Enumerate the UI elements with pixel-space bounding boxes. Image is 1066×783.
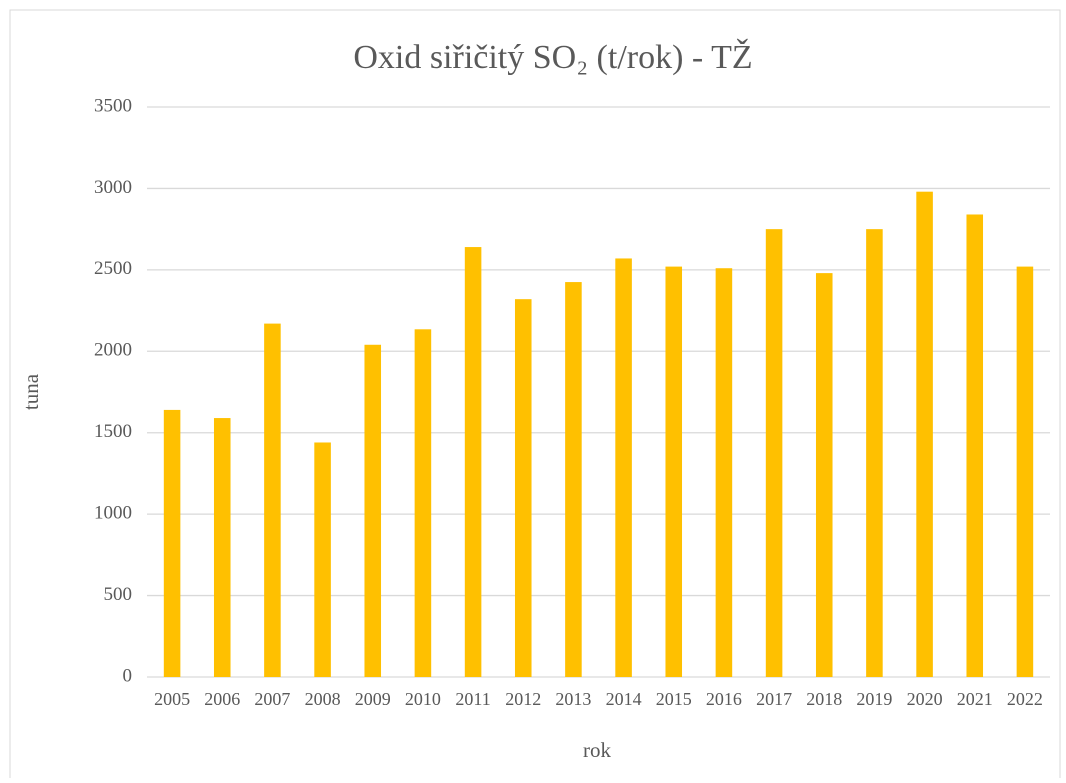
bar (414, 329, 432, 677)
x-tick-label: 2010 (405, 689, 441, 709)
x-tick-label: 2022 (1007, 689, 1043, 709)
x-tick-label: 2019 (856, 689, 892, 709)
y-tick-label: 0 (123, 665, 133, 686)
chart-title: Oxid siřičitý SO₂ (t/rok) - TŽ (353, 39, 752, 76)
x-tick-label: 2008 (305, 689, 341, 709)
bar (514, 299, 532, 677)
x-tick-label: 2007 (254, 689, 290, 709)
y-tick-label: 2000 (94, 340, 132, 361)
x-tick-label: 2013 (555, 689, 591, 709)
x-tick-label: 2011 (455, 689, 490, 709)
bar (213, 418, 231, 677)
bar (1016, 266, 1034, 677)
bar (665, 266, 683, 677)
x-tick-label: 2020 (907, 689, 943, 709)
bar (765, 229, 783, 677)
bar (916, 191, 933, 677)
x-tick-label: 2014 (606, 689, 642, 709)
x-tick-label: 2012 (505, 689, 541, 709)
y-tick-label: 3000 (94, 177, 132, 198)
y-tick-label: 2500 (94, 258, 132, 279)
x-tick-label: 2018 (806, 689, 842, 709)
bar (264, 323, 281, 677)
bar (464, 247, 482, 678)
bar (866, 229, 883, 677)
x-tick-label: 2005 (154, 689, 190, 709)
bar (815, 273, 833, 677)
bar (314, 442, 331, 677)
y-tick-label: 500 (104, 584, 133, 605)
y-tick-label: 1000 (94, 503, 132, 524)
chart-border (9, 9, 1061, 783)
x-tick-label: 2015 (656, 689, 692, 709)
bar (163, 409, 181, 677)
x-tick-label: 2006 (204, 689, 240, 709)
x-tick-label: 2017 (756, 689, 792, 709)
y-tick-label: 3500 (94, 95, 132, 116)
bar (966, 214, 984, 677)
x-tick-label: 2016 (706, 689, 742, 709)
y-tick-label: 1500 (94, 421, 132, 442)
y-axis-label: tuna (19, 373, 43, 410)
x-axis-label: rok (583, 738, 611, 762)
bar (565, 282, 582, 677)
x-tick-label: 2009 (355, 689, 391, 709)
bar (615, 258, 632, 677)
bar (715, 268, 733, 677)
bar (364, 344, 382, 677)
x-tick-label: 2021 (957, 689, 993, 709)
